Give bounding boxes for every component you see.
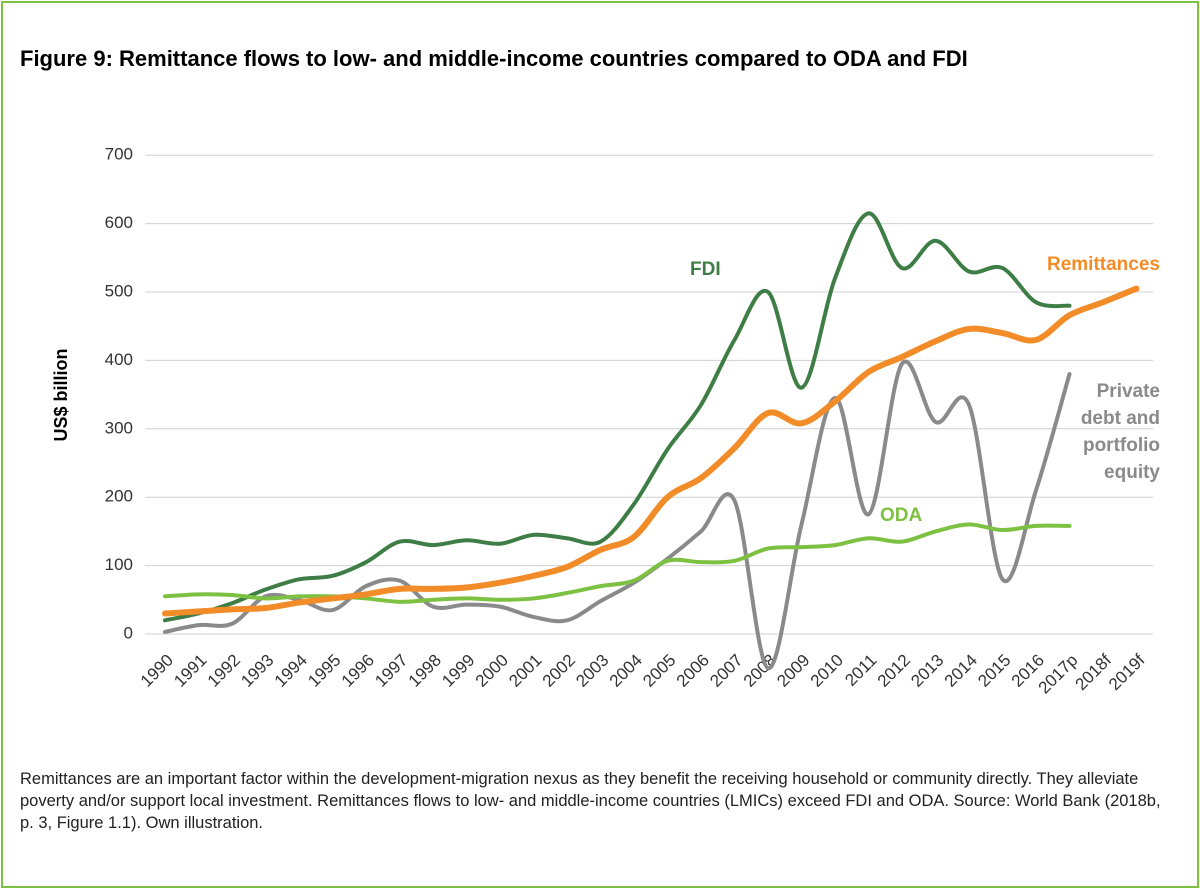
y-tick-label: 500 [105,281,133,300]
y-tick-label: 600 [105,213,133,232]
x-tick-label: 2002 [539,651,579,691]
x-tick-label: 2003 [572,651,612,691]
x-tick-label: 2013 [907,651,947,691]
x-tick-label: 2018f [1071,650,1115,694]
y-tick-label: 400 [105,350,133,369]
y-tick-label: 700 [105,145,133,164]
series-line [163,359,1072,671]
chart: US$ billion 0100200300400500600700199019… [51,145,1153,698]
y-tick-label: 0 [124,623,133,642]
x-tick-label: 2006 [673,651,713,691]
x-tick-label: 2010 [807,651,847,691]
x-tick-label: 1993 [237,651,277,691]
x-tick-label: 1991 [170,651,210,691]
x-tick-label: 2017p [1035,651,1082,698]
series-label: FDI [690,259,721,280]
series-line [162,285,1140,617]
x-tick-label: 1990 [137,651,177,691]
x-tick-label: 1992 [204,651,244,691]
x-tick-label: 2015 [974,651,1014,691]
x-tick-label: 2007 [706,651,746,691]
x-tick-label: 1997 [371,651,411,691]
x-tick-label: 2001 [505,651,545,691]
x-tick-label: 1998 [405,651,445,691]
x-tick-label: 2012 [874,651,914,691]
x-tick-label: 2014 [941,651,981,691]
x-tick-label: 2019f [1105,650,1149,694]
series-label: Private debt and portfolio equity [1080,381,1160,483]
series-label: Remittances [1047,254,1160,275]
x-tick-label: 2011 [841,651,880,690]
x-tick-label: 1999 [438,651,478,691]
x-tick-label: 1994 [271,651,311,691]
x-tick-label: 1996 [338,651,378,691]
x-tick-label: 2004 [606,651,646,691]
series-label: ODA [880,505,923,526]
y-tick-label: 200 [105,487,133,506]
y-tick-label: 300 [105,418,133,437]
chart-title: Figure 9: Remittance flows to low- and m… [20,46,968,71]
series-line [163,211,1072,623]
x-tick-label: 2009 [773,651,813,691]
series-line [163,522,1072,604]
caption: Remittances are an important factor with… [20,770,1161,832]
x-tick-label: 1995 [304,651,344,691]
y-tick-label: 100 [105,555,133,574]
x-tick-label: 2005 [639,651,679,691]
y-axis-label: US$ billion [51,348,71,441]
x-tick-label: 2000 [472,651,512,691]
